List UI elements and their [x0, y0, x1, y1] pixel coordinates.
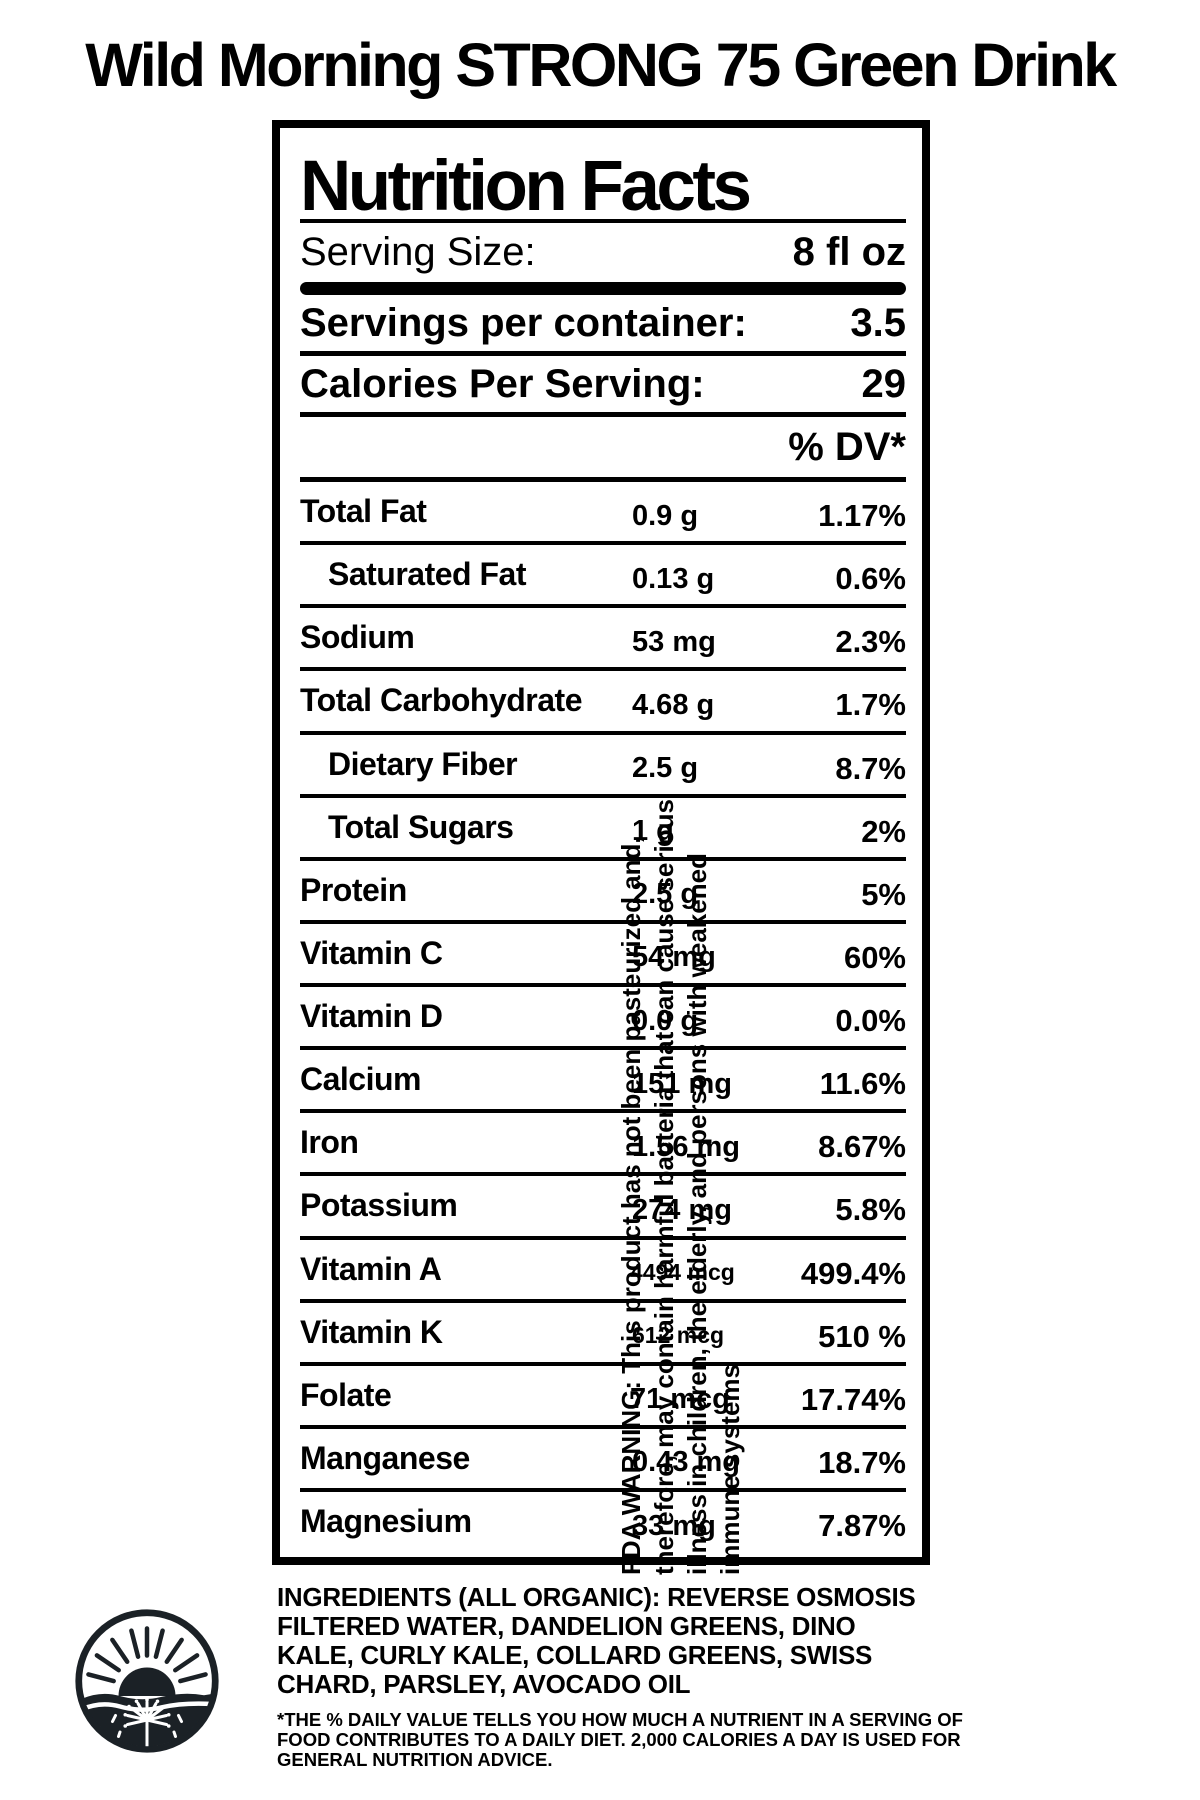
nutrient-amount: 0.13 g: [632, 562, 715, 595]
nutrient-name: Saturated Fat: [328, 556, 526, 593]
nutrient-row: Dietary Fiber 2.5 g 8.7%: [300, 735, 906, 798]
nutrient-daily-value: 60%: [843, 939, 906, 975]
nutrient-amount: 2.5 g: [632, 752, 699, 785]
nutrient-name: Total Fat: [300, 493, 427, 530]
nutrient-daily-value: 499.4%: [800, 1255, 906, 1291]
nutrient-amount: 1.56 mg: [632, 1130, 740, 1163]
nutrition-facts-inner: Nutrition Facts Serving Size: 8 fl oz Se…: [280, 128, 922, 1557]
nutrient-name: Total Sugars: [328, 808, 514, 845]
nutrition-facts-title: Nutrition Facts: [300, 146, 752, 226]
divider: [300, 219, 906, 223]
nutrient-daily-value: 8.7%: [835, 750, 906, 786]
nutrient-row: Iron 1.56 mg 8.67%: [300, 1113, 906, 1177]
nutrient-amount: 612 mcg: [632, 1321, 725, 1348]
calories-value: 29: [861, 361, 907, 406]
daily-value-footnote: *THE % DAILY VALUE TELLS YOU HOW MUCH A …: [277, 1709, 963, 1770]
nutrient-name: Sodium: [300, 619, 415, 656]
nutrient-name: Magnesium: [300, 1503, 472, 1540]
nutrient-amount: 0.9 g: [632, 499, 699, 532]
divider: [300, 412, 906, 417]
nutrient-name: Potassium: [300, 1187, 458, 1224]
nutrient-row: Magnesium 33 mg 7.87%: [300, 1492, 906, 1551]
nutrient-name: Vitamin K: [300, 1313, 443, 1350]
nutrient-row: Total Sugars 1 g 2%: [300, 798, 906, 861]
nutrient-name: Folate: [300, 1376, 392, 1413]
nutrient-daily-value: 1.17%: [818, 498, 906, 534]
nutrient-amount: 274 mg: [632, 1193, 732, 1226]
calories-label: Calories Per Serving:: [300, 361, 705, 406]
nutrient-amount: 0.43 mg: [632, 1446, 740, 1479]
servings-value: 3.5: [850, 300, 906, 345]
nutrient-daily-value: 18.7%: [818, 1444, 906, 1480]
nutrient-row: Total Carbohydrate 4.68 g 1.7%: [300, 671, 906, 735]
nutrient-daily-value: 5.8%: [835, 1192, 906, 1228]
calories-row: Calories Per Serving: 29: [300, 356, 906, 412]
nutrient-amount: 71 mcg: [629, 1383, 730, 1416]
nutrient-row: Sodium 53 mg 2.3%: [300, 608, 906, 672]
ingredients-text: INGREDIENTS (ALL ORGANIC): REVERSE OSMOS…: [277, 1582, 916, 1699]
nutrient-row: Potassium 274 mg 5.8%: [300, 1176, 906, 1240]
nutrient-amount: 4494 mcg: [629, 1258, 735, 1285]
nutrient-name: Vitamin A: [300, 1250, 442, 1287]
nutrient-daily-value: 1.7%: [835, 687, 906, 723]
nutrient-daily-value: 2.3%: [835, 624, 906, 660]
divider: [300, 351, 906, 356]
nutrient-row: Calcium 151 mg 11.6%: [300, 1050, 906, 1114]
nutrient-row: Folate 71 mcg 17.74%: [300, 1366, 906, 1429]
nutrient-daily-value: 8.67%: [818, 1129, 906, 1165]
nutrient-daily-value: 5%: [861, 876, 906, 912]
nutrient-row: Protein 2.5 g 5%: [300, 861, 906, 924]
nutrient-row: Manganese 0.43 mg 18.7%: [300, 1429, 906, 1492]
serving-size-row: Serving Size: 8 fl oz: [300, 223, 906, 282]
nutrient-daily-value: 11.6%: [819, 1066, 906, 1102]
servings-per-container-row: Servings per container: 3.5: [300, 295, 906, 351]
nutrient-daily-value: 2%: [861, 813, 906, 849]
nutrient-daily-value: 0.6%: [835, 561, 906, 597]
fda-warning-text: FDA WARNING: This product has not been p…: [616, 799, 745, 1575]
sunrise-dandelion-logo: [75, 1609, 219, 1753]
nutrient-amount: 2.5 g: [632, 878, 699, 911]
nutrient-row: Total Fat 0.9 g 1.17%: [300, 482, 906, 546]
nutrient-name: Protein: [300, 871, 407, 908]
nutrient-daily-value: 510 %: [818, 1318, 906, 1354]
nutrient-daily-value: 0.0%: [835, 1003, 906, 1039]
nutrient-amount: 1 g: [632, 815, 674, 848]
nutrient-name: Iron: [300, 1124, 359, 1161]
nutrient-name: Calcium: [300, 1061, 421, 1098]
nutrient-amount: 54 mg: [632, 941, 716, 974]
nutrient-name: Manganese: [300, 1439, 470, 1476]
nutrient-amount: 53 mg: [632, 625, 716, 658]
nutrient-amount: 4.68 g: [632, 688, 715, 721]
nutrient-name: Vitamin D: [300, 998, 443, 1035]
product-title: Wild Morning STRONG 75 Green Drink: [85, 31, 1117, 99]
nutrient-row: Saturated Fat 0.13 g 0.6%: [300, 545, 906, 609]
nutrient-row: Vitamin K 612 mcg 510 %: [300, 1303, 906, 1366]
nutrient-row: Vitamin A 4494 mcg 499.4%: [300, 1240, 906, 1303]
serving-size-value: 8 fl oz: [792, 230, 906, 274]
daily-value-header: % DV*: [788, 424, 906, 469]
nutrient-row: Vitamin D 0.0 g 0.0%: [300, 987, 906, 1051]
nutrient-daily-value: 7.87%: [818, 1508, 906, 1544]
thick-divider: [300, 282, 906, 295]
serving-size-label: Serving Size:: [300, 230, 536, 274]
nutrient-rows: Total Fat 0.9 g 1.17% Saturated Fat 0.13 g 0.…: [300, 482, 906, 1551]
nutrient-amount: 33 mg: [632, 1509, 716, 1542]
nutrient-daily-value: 17.74%: [800, 1381, 906, 1417]
divider: [300, 477, 906, 482]
nutrient-amount: 0.0 g: [632, 1004, 699, 1037]
nutrient-name: Vitamin C: [300, 934, 443, 971]
nutrient-amount: 151 mg: [632, 1067, 732, 1100]
nutrient-name: Total Carbohydrate: [300, 682, 583, 719]
nutrition-facts-panel: Nutrition Facts Serving Size: 8 fl oz Se…: [272, 120, 930, 1565]
servings-label: Servings per container:: [300, 300, 747, 345]
nutrient-row: Vitamin C 54 mg 60%: [300, 924, 906, 987]
nutrient-name: Dietary Fiber: [328, 745, 518, 782]
